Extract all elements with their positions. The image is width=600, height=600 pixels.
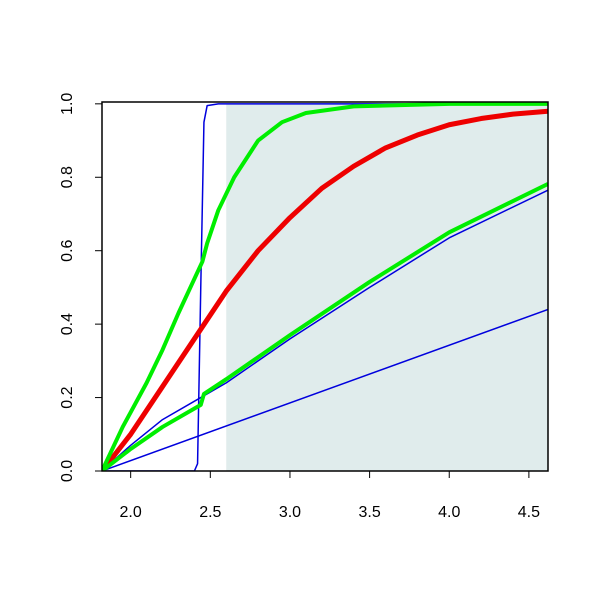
x-tick-label: 2.5	[199, 504, 221, 521]
x-tick-label: 2.0	[120, 504, 142, 521]
y-tick-label: 0.4	[59, 313, 76, 335]
x-tick-label: 3.0	[279, 504, 301, 521]
line	[102, 108, 548, 471]
y-tick-label: 1.0	[59, 93, 76, 115]
y-tick-label: 0.0	[59, 460, 76, 482]
x-tick-label: 4.0	[438, 504, 460, 521]
plot-frame	[101, 101, 549, 472]
y-tick-label: 0.8	[59, 166, 76, 188]
x-tick-label: 4.5	[518, 504, 540, 521]
line	[102, 308, 548, 471]
shaded-region	[226, 103, 548, 472]
line	[102, 102, 548, 471]
line	[102, 182, 548, 471]
y-tick-label: 0.6	[59, 239, 76, 261]
x-tick-label: 3.5	[358, 504, 380, 521]
line	[102, 103, 548, 471]
y-tick-label: 0.2	[59, 386, 76, 408]
line	[102, 189, 548, 471]
